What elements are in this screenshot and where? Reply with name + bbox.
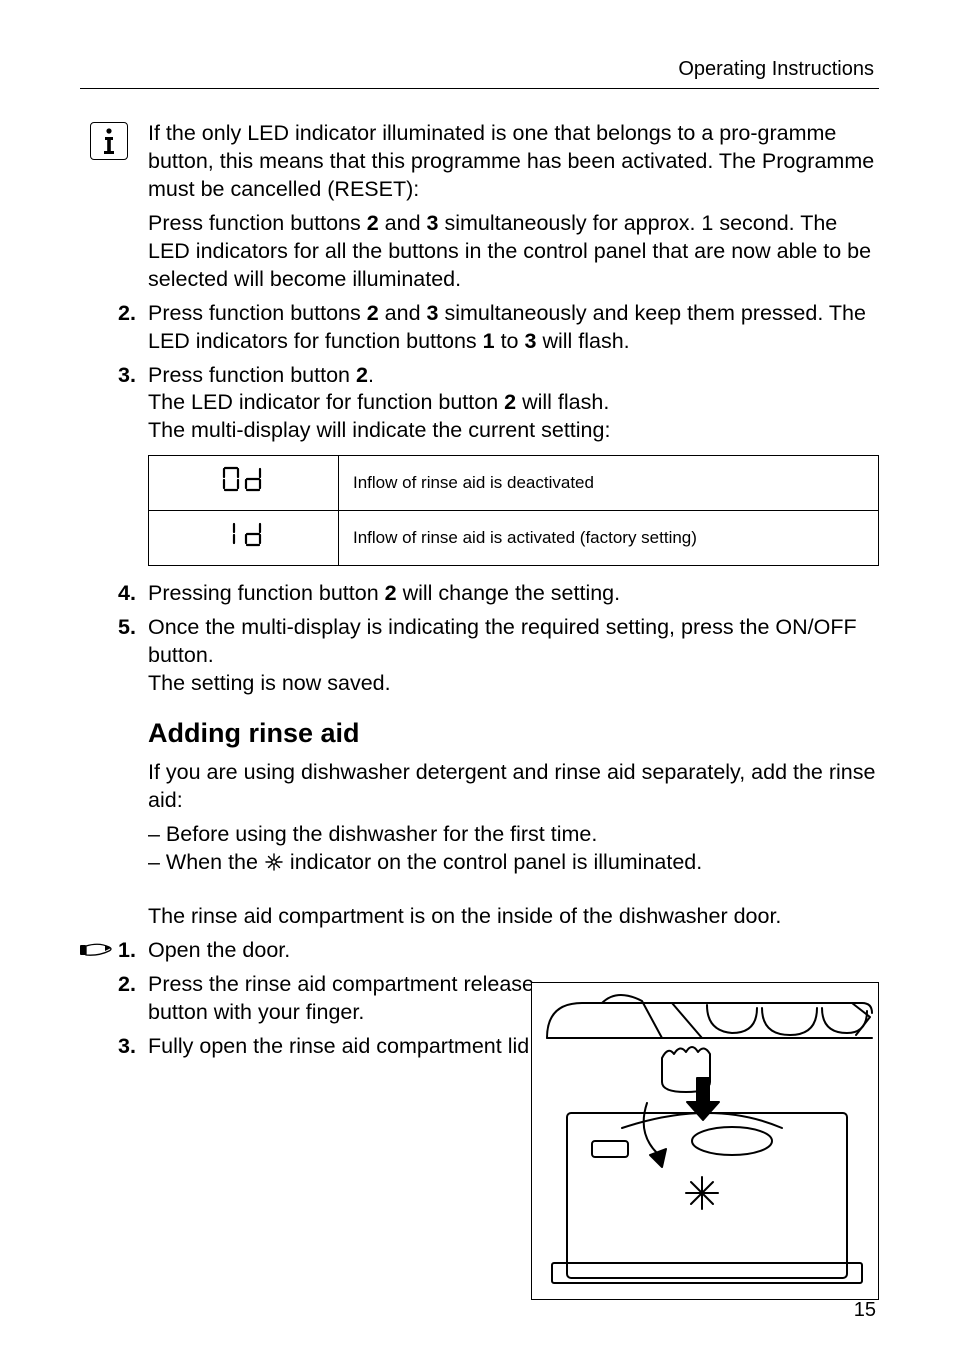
info-para-1: If the only LED indicator illuminated is… [148, 120, 879, 204]
pointing-hand-icon [79, 937, 115, 967]
rinse-aid-diagram [531, 982, 879, 1300]
info-para-2: Press function buttons 2 and 3 simultane… [148, 210, 879, 294]
button-ref-3: 3 [525, 329, 537, 353]
text-fragment: The LED indicator for function button [148, 390, 504, 414]
header-title: Operating Instructions [678, 58, 874, 81]
text-fragment: Press function buttons [148, 211, 367, 235]
text-fragment: indicator on the control panel is illumi… [284, 850, 702, 874]
button-ref-2: 2 [367, 211, 379, 235]
numbered-list-c: 1. Open the door. 2. Press the rinse aid… [118, 937, 568, 1061]
text-fragment: Press function buttons [148, 301, 367, 325]
text-fragment: The setting is now saved. [148, 671, 391, 695]
step-c3: 3. Fully open the rinse aid compartment … [118, 1033, 568, 1061]
button-ref-2: 2 [504, 390, 516, 414]
step-number: 3. [118, 1033, 136, 1061]
button-ref-3: 3 [427, 301, 439, 325]
table-row: Inflow of rinse aid is deactivated [149, 456, 879, 511]
header-rule [80, 88, 879, 89]
display-symbol-1d [149, 511, 339, 566]
button-ref-2: 2 [356, 363, 368, 387]
display-desc-0d: Inflow of rinse aid is deactivated [339, 456, 879, 511]
numbered-list-a: 2. Press function buttons 2 and 3 simult… [118, 300, 879, 446]
section-heading: Adding rinse aid [148, 716, 879, 751]
info-icon [90, 122, 128, 160]
text-fragment: Once the multi-display is indicating the… [148, 615, 857, 667]
settings-table-wrap: Inflow of rinse aid is deactivated Inflo… [148, 455, 879, 566]
step-number: 1. [118, 937, 136, 965]
step-number: 5. [118, 614, 136, 642]
display-symbol-0d [149, 456, 339, 511]
bullet-1: – Before using the dishwasher for the fi… [148, 821, 879, 849]
numbered-list-b: 4. Pressing function button 2 will chang… [118, 580, 879, 698]
text-fragment: Open the door. [148, 938, 290, 962]
settings-table: Inflow of rinse aid is deactivated Inflo… [148, 455, 879, 566]
info-paragraph-block: If the only LED indicator illuminated is… [148, 120, 879, 294]
button-ref-3: 3 [427, 211, 439, 235]
text-fragment: Pressing function button [148, 581, 385, 605]
table-row: Inflow of rinse aid is activated (factor… [149, 511, 879, 566]
step-number: 3. [118, 362, 136, 390]
bullet-2: – When the indicator on the control pane… [148, 849, 879, 877]
step-c2: 2. Press the rinse aid compartment relea… [118, 971, 568, 1027]
text-fragment: Press function button [148, 363, 356, 387]
display-desc-1d: Inflow of rinse aid is activated (factor… [339, 511, 879, 566]
step-number: 2. [118, 300, 136, 328]
adding-rinse-aid-section: Adding rinse aid If you are using dishwa… [148, 716, 879, 931]
text-fragment: – When the [148, 850, 264, 874]
section-para-1: If you are using dishwasher detergent an… [148, 759, 879, 815]
step-number: 2. [118, 971, 136, 999]
step-5: 5. Once the multi-display is indicating … [118, 614, 879, 698]
sparkle-icon [264, 850, 284, 874]
text-fragment: . [368, 363, 374, 387]
page-number: 15 [854, 1299, 876, 1322]
step-2: 2. Press function buttons 2 and 3 simult… [118, 300, 879, 356]
button-ref-2: 2 [385, 581, 397, 605]
page-content: If the only LED indicator illuminated is… [80, 120, 879, 1292]
text-fragment: and [379, 301, 427, 325]
text-fragment: Fully open the rinse aid compartment lid… [148, 1034, 535, 1058]
step-c1: 1. Open the door. [118, 937, 568, 965]
text-fragment: and [379, 211, 427, 235]
step-number: 4. [118, 580, 136, 608]
text-fragment: to [495, 329, 525, 353]
text-fragment: Press the rinse aid compartment release … [148, 972, 534, 1024]
text-fragment: The multi-display will indicate the curr… [148, 418, 610, 442]
section-para-2: The rinse aid compartment is on the insi… [148, 903, 879, 931]
text-fragment: will change the setting. [397, 581, 621, 605]
button-ref-1: 1 [483, 329, 495, 353]
step-3: 3. Press function button 2. The LED indi… [118, 362, 879, 446]
step-4: 4. Pressing function button 2 will chang… [118, 580, 879, 608]
button-ref-2: 2 [367, 301, 379, 325]
text-fragment: will flash. [516, 390, 609, 414]
text-fragment: will flash. [536, 329, 629, 353]
